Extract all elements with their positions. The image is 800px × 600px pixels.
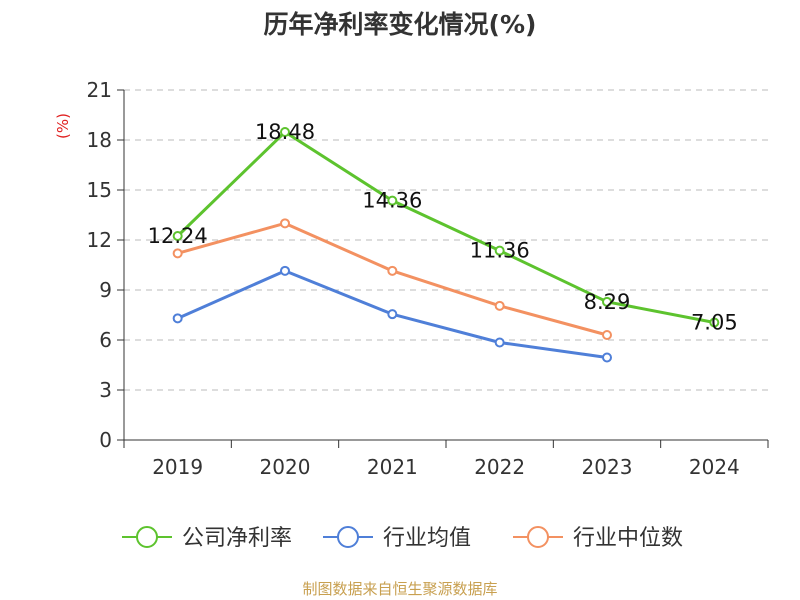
y-tick-label: 12 xyxy=(87,228,112,252)
data-point xyxy=(172,231,183,241)
y-axis-label: (%) xyxy=(54,113,72,139)
x-tick-label: 2021 xyxy=(367,455,418,479)
grid-lines xyxy=(124,89,768,391)
data-label: 7.05 xyxy=(691,311,738,335)
y-tick-label: 3 xyxy=(99,378,112,402)
y-tick-label: 21 xyxy=(87,78,112,102)
x-tick-label: 2023 xyxy=(582,455,633,479)
x-tick-label: 2022 xyxy=(474,455,525,479)
y-tick-label: 6 xyxy=(99,328,112,352)
data-point xyxy=(494,337,505,348)
source-note: 制图数据来自恒生聚源数据库 xyxy=(302,580,497,598)
data-point xyxy=(387,195,398,206)
data-point xyxy=(602,352,612,363)
y-tick-label: 15 xyxy=(87,178,112,202)
data-label: 14.36 xyxy=(362,189,422,213)
axes: 0 3 6 9 12 15 18 21 2019 2020 2021 2022 2023 2024 xyxy=(87,78,769,479)
data-point xyxy=(494,245,505,256)
data-label: 18.48 xyxy=(255,120,315,144)
legend-marker xyxy=(527,526,549,548)
data-labels: 12.24 18.48 14.36 11.36 8.29 7.05 xyxy=(148,120,738,335)
data-point xyxy=(280,218,290,229)
chart-title: 历年净利率变化情况(%) xyxy=(264,10,537,39)
series-lines xyxy=(172,127,720,363)
data-point xyxy=(172,248,183,259)
y-tick-label: 18 xyxy=(87,128,112,152)
legend-marker xyxy=(337,526,359,548)
data-label: 12.24 xyxy=(148,224,208,248)
data-point xyxy=(172,313,183,324)
data-point xyxy=(709,317,720,328)
x-tick-label: 2019 xyxy=(152,455,203,479)
legend-label: 行业均值 xyxy=(383,526,471,551)
data-label: 8.29 xyxy=(584,290,631,314)
data-point xyxy=(602,330,612,340)
data-point xyxy=(494,300,505,311)
y-tick-label: 9 xyxy=(99,278,112,302)
legend-label: 行业中位数 xyxy=(573,526,683,551)
y-tick-label: 0 xyxy=(99,428,112,452)
data-point xyxy=(387,265,398,276)
legend: 公司净利率 行业均值 行业中位数 xyxy=(122,526,683,551)
x-tick-label: 2020 xyxy=(260,455,311,479)
x-tick-label: 2024 xyxy=(689,455,740,479)
data-point xyxy=(280,265,290,276)
data-point xyxy=(280,127,290,137)
series-line xyxy=(176,130,715,324)
data-point xyxy=(602,296,612,307)
data-point xyxy=(387,309,398,320)
legend-marker xyxy=(136,526,158,548)
data-label: 11.36 xyxy=(470,239,530,263)
legend-label: 公司净利率 xyxy=(182,526,292,551)
